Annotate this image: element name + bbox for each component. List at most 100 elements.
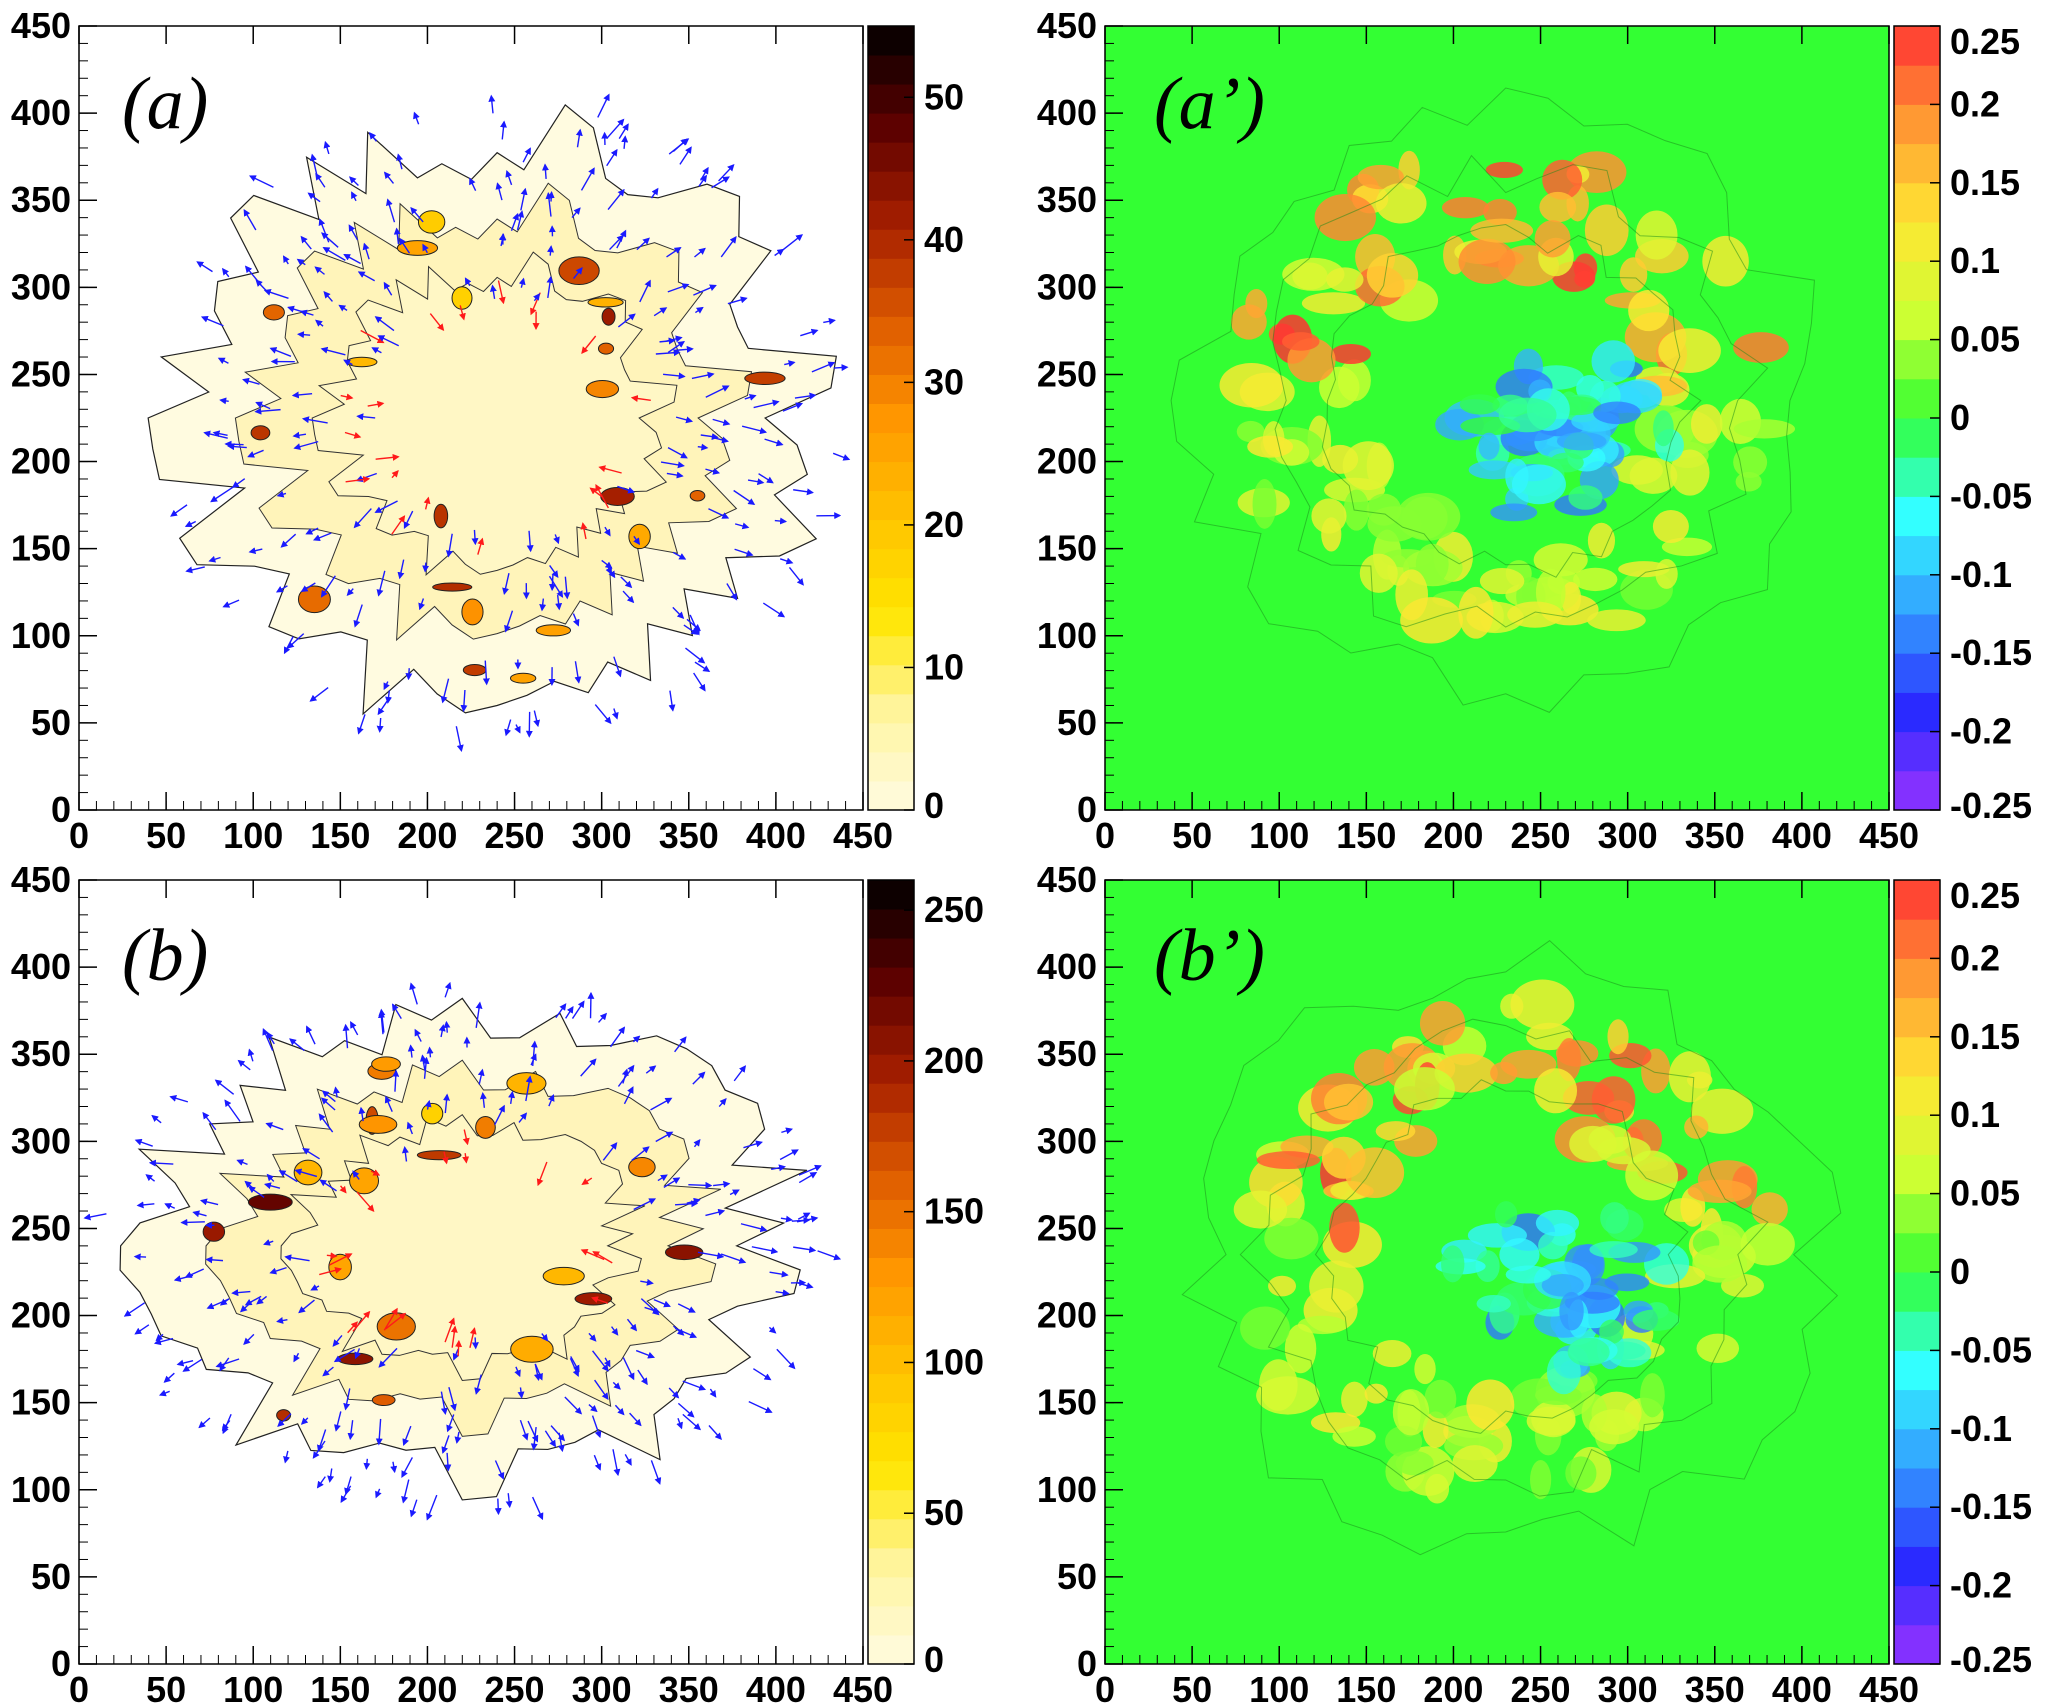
velocity-arrow — [269, 1266, 287, 1275]
ratio-patch — [1538, 1231, 1568, 1260]
velocity-arrow — [444, 1317, 456, 1343]
velocity-arrow — [286, 633, 305, 649]
velocity-arrow — [280, 533, 297, 548]
velocity-arrow — [305, 1025, 316, 1045]
velocity-arrow — [305, 527, 319, 535]
contour-line — [1321, 224, 1702, 578]
hot-spot — [371, 1394, 396, 1406]
velocity-arrow — [550, 1425, 566, 1442]
colorbar-band — [868, 548, 914, 579]
velocity-arrow — [383, 171, 395, 184]
velocity-arrow — [674, 1036, 687, 1053]
velocity-arrow — [688, 1181, 713, 1189]
colorbar-band — [868, 938, 914, 968]
velocity-arrow — [518, 277, 526, 288]
colorbar-band — [1894, 535, 1940, 576]
velocity-arrow — [534, 1363, 543, 1381]
velocity-arrow — [429, 313, 445, 331]
velocity-arrow — [502, 573, 510, 596]
colorbar-band — [868, 780, 914, 811]
velocity-arrow — [148, 1159, 174, 1167]
velocity-arrow — [354, 1348, 361, 1360]
velocity-arrow — [771, 1164, 786, 1172]
velocity-arrow — [153, 1337, 174, 1346]
ratio-patch — [1345, 1147, 1405, 1199]
velocity-arrow — [636, 237, 650, 251]
colorbar-label: 250 — [924, 889, 984, 930]
ratio-patch — [1268, 1275, 1297, 1297]
velocity-arrow — [469, 177, 477, 191]
velocity-arrow — [255, 401, 271, 410]
y-tick-label: 400 — [1037, 946, 1097, 987]
velocity-arrow — [547, 1094, 555, 1107]
velocity-arrow — [685, 647, 706, 664]
ratio-patch — [1424, 1379, 1457, 1419]
velocity-arrow — [319, 1266, 343, 1276]
x-tick-label: 150 — [310, 1669, 370, 1708]
x-tick-label: 200 — [397, 815, 457, 856]
velocity-arrow — [520, 187, 528, 211]
velocity-arrow — [269, 347, 292, 357]
ratio-patch — [1735, 471, 1762, 492]
velocity-arrow — [383, 1307, 398, 1331]
velocity-arrow — [243, 208, 257, 231]
hot-spot — [293, 1159, 323, 1186]
velocity-arrow — [196, 261, 213, 273]
ratio-patch — [1475, 1250, 1500, 1283]
velocity-arrow — [407, 1044, 415, 1058]
velocity-arrow — [462, 1153, 470, 1164]
ratio-patch — [1499, 1238, 1540, 1272]
velocity-arrow — [602, 1142, 618, 1161]
ratio-patch — [1607, 1338, 1652, 1368]
velocity-arrow — [581, 335, 597, 354]
ratio-patch — [1490, 1061, 1518, 1085]
x-tick-label: 300 — [572, 1669, 632, 1708]
colorbar-band — [1894, 1585, 1940, 1626]
velocity-arrow — [471, 1337, 479, 1350]
contour-line — [1272, 154, 1769, 628]
ratio-patch — [1625, 1150, 1679, 1201]
velocity-arrow — [516, 210, 525, 231]
y-tick-label: 450 — [1037, 5, 1097, 46]
panel-title: (b) — [122, 915, 208, 997]
y-tick-label: 0 — [1077, 789, 1097, 830]
velocity-arrow — [393, 227, 401, 245]
x-tick-label: 450 — [1859, 1669, 1919, 1708]
ratio-patch — [1535, 1209, 1580, 1237]
colorbar-band — [1894, 1232, 1940, 1273]
velocity-arrow — [401, 1479, 410, 1504]
velocity-arrow — [375, 1418, 383, 1446]
velocity-arrow — [243, 1333, 255, 1345]
x-tick-label: 400 — [1772, 1669, 1832, 1708]
velocity-arrow — [495, 182, 503, 201]
velocity-arrow — [666, 246, 682, 258]
velocity-arrow — [248, 1186, 265, 1198]
panel-a_prime: 0 50 100 150 200 250 300 350 400 450 0 50 100 150 200 2… — [1037, 5, 2032, 856]
velocity-arrow — [282, 255, 290, 265]
colorbar-band — [868, 1402, 914, 1433]
colorbar-band — [868, 635, 914, 666]
velocity-arrow — [367, 400, 385, 408]
velocity-arrow — [292, 431, 307, 439]
velocity-arrow — [624, 1454, 632, 1466]
velocity-arrow — [377, 335, 400, 347]
velocity-arrow — [222, 1413, 232, 1435]
ratio-patch — [1375, 1121, 1416, 1142]
velocity-arrow — [769, 1270, 789, 1278]
hot-spot — [247, 1193, 293, 1211]
colorbar-band — [868, 751, 914, 782]
velocity-arrow — [726, 583, 738, 601]
heatmap-content — [147, 93, 851, 753]
velocity-arrow — [650, 187, 659, 199]
velocity-arrow — [832, 452, 851, 461]
colorbar-label: -0.2 — [1950, 1565, 2012, 1606]
velocity-arrow — [833, 364, 849, 372]
velocity-arrow — [494, 1104, 505, 1126]
velocity-arrow — [631, 1146, 650, 1161]
ratio-patch — [1233, 1190, 1288, 1229]
velocity-arrow — [182, 1358, 203, 1372]
velocity-arrow — [705, 385, 730, 398]
x-tick-label: 300 — [1598, 1669, 1658, 1708]
velocity-arrow — [452, 1348, 460, 1361]
colorbar-band — [1894, 1311, 1940, 1351]
